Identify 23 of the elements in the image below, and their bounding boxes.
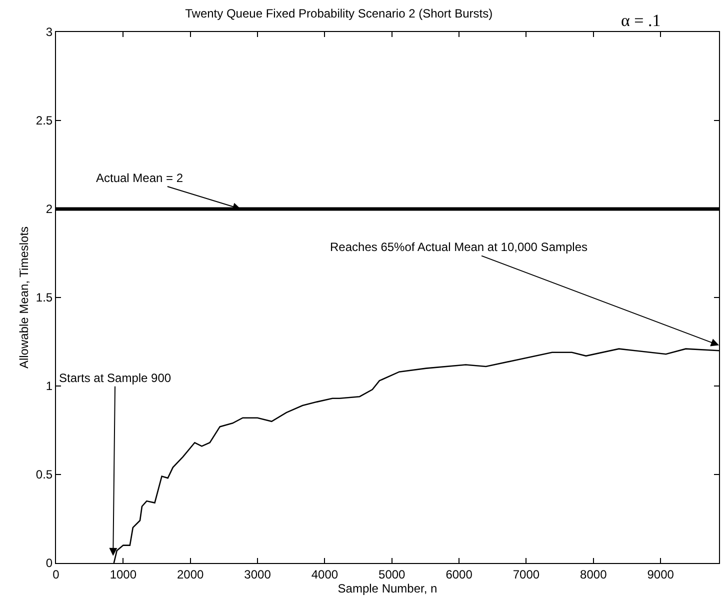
x-tick-label: 4000: [311, 567, 338, 582]
x-tick-label: 5000: [378, 567, 406, 582]
x-tick-label: 3000: [244, 567, 272, 582]
x-tick-label: 1000: [110, 567, 137, 582]
y-tick-label: 3: [46, 25, 53, 40]
y-tick-label: 1: [46, 379, 53, 394]
y-tick-label: 0.5: [36, 468, 53, 482]
chart-title: Twenty Queue Fixed Probability Scenario 2 (Short Bursts): [185, 6, 493, 20]
x-tick-label: 8000: [580, 567, 608, 582]
annotation: Reaches 65%of Actual Mean at 10,000 Samples: [330, 240, 588, 254]
y-tick-label: 0: [46, 556, 53, 570]
x-tick-label: 2000: [177, 567, 204, 582]
x-tick-label: 7000: [512, 567, 540, 582]
x-tick-label: 9000: [647, 567, 674, 582]
y-tick-label: 1.5: [36, 290, 53, 305]
text: α = .1: [621, 11, 661, 30]
ref-line-label: Actual Mean = 2: [96, 171, 184, 185]
y-tick-label: 2.5: [36, 114, 53, 128]
x-tick-label: 6000: [446, 567, 473, 582]
y-tick-label: 2: [46, 202, 53, 216]
x-axis-title: Sample Number, n: [338, 581, 438, 596]
y-axis-title: Allowable Mean, Timeslots: [17, 226, 32, 369]
annotation: Starts at Sample 900: [59, 371, 172, 385]
